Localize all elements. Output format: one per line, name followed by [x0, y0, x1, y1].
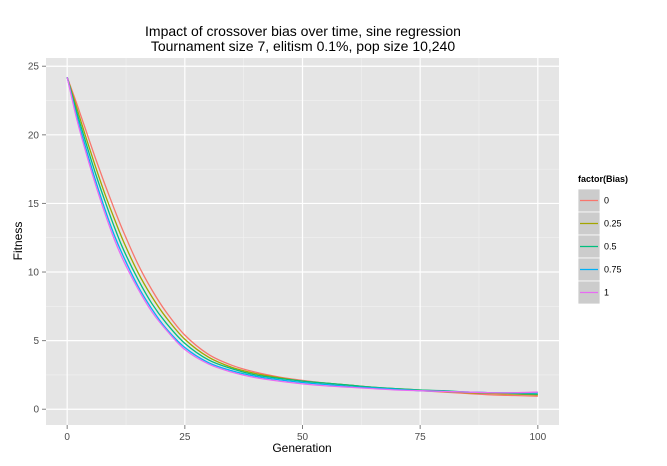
legend: factor(Bias) 0 0.25 0.5 0.75 1 [577, 174, 628, 305]
axis-ticks: 0 25 50 75 100 0 5 10 15 20 25 [28, 62, 547, 443]
x-tick-label: 75 [415, 432, 427, 443]
y-tick-label: 20 [28, 130, 40, 141]
y-tick-label: 0 [33, 405, 39, 416]
series-lines [66, 76, 538, 397]
chart-title-line-2: Tournament size 7, elitism 0.1%, pop siz… [151, 38, 455, 54]
series-line-2 [66, 77, 538, 395]
legend-label: 1 [604, 288, 609, 298]
legend-label: 0.25 [604, 219, 622, 229]
x-tick-label: 0 [64, 432, 70, 443]
grid-lines [46, 58, 559, 425]
legend-label: 0.5 [604, 242, 617, 252]
legend-title: factor(Bias) [578, 174, 628, 184]
x-tick-label: 100 [529, 432, 546, 443]
legend-label: 0 [604, 196, 609, 206]
x-tick-label: 25 [179, 432, 191, 443]
series-line-4 [66, 77, 538, 394]
y-tick-label: 15 [28, 199, 40, 210]
chart-title-line-1: Impact of crossover bias over time, sine… [145, 23, 461, 39]
y-tick-label: 5 [33, 336, 39, 347]
x-axis-title: Generation [272, 441, 331, 455]
y-tick-label: 25 [28, 62, 40, 73]
y-axis-title: Fitness [11, 222, 25, 261]
y-tick-label: 10 [28, 268, 40, 279]
x-tick-label: 50 [297, 432, 309, 443]
legend-label: 0.75 [604, 265, 622, 275]
